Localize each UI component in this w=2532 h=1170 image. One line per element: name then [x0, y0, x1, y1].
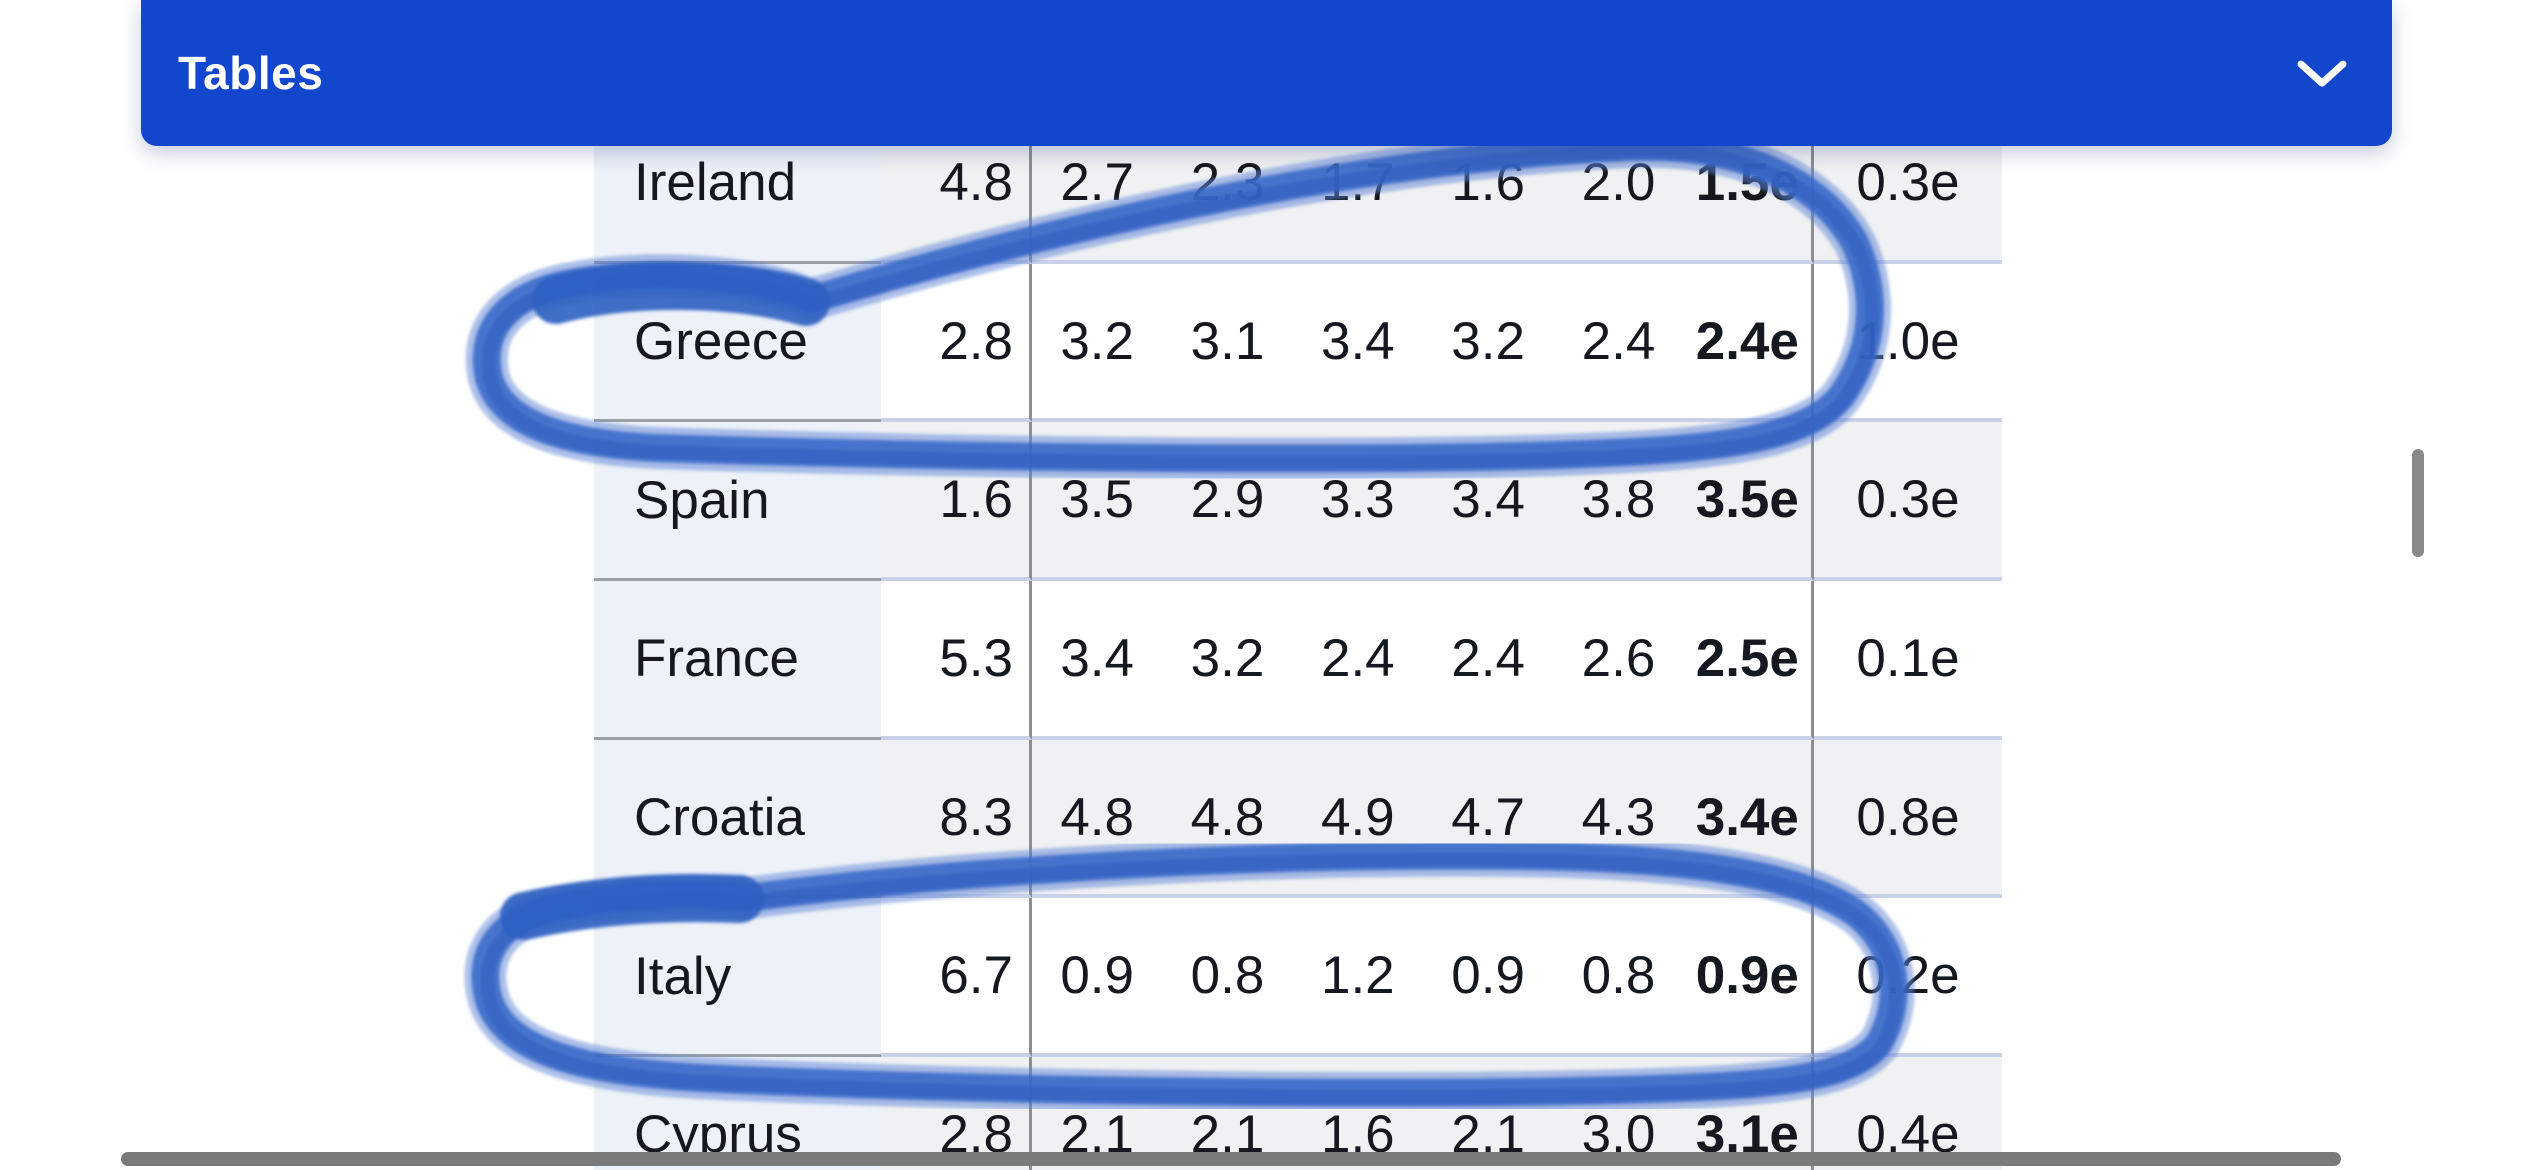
value-cell: 3.2 — [1032, 263, 1163, 423]
value-cell: 4.8 — [1162, 739, 1293, 899]
value-cell: 3.2 — [1422, 263, 1554, 423]
value-cell: 3.4 — [1032, 581, 1163, 740]
value-cell: 0.8 — [1553, 898, 1684, 1058]
value-cell: 3.2 — [1162, 581, 1293, 740]
vertical-scrollbar-thumb[interactable] — [2412, 449, 2424, 557]
country-cell: Spain — [594, 422, 881, 582]
value-cell: 3.8 — [1553, 422, 1684, 582]
value-cell: 3.3 — [1292, 422, 1423, 582]
table-row: France 5.3 3.4 3.2 2.4 2.4 2.6 2.5e 0.1e — [594, 581, 2002, 740]
estimate-value-cell: 0.3e — [1813, 422, 2002, 582]
value-cell: 3.4 — [1422, 422, 1554, 582]
value-cell: 4.8 — [1032, 739, 1163, 899]
value-cell: 4.3 — [1553, 739, 1684, 899]
value-cell: 4.9 — [1292, 739, 1423, 899]
value-cell: 2.4 — [1553, 263, 1684, 423]
table-row: Croatia 8.3 4.8 4.8 4.9 4.7 4.3 3.4e 0.8e — [594, 739, 2002, 899]
estimate-value-cell: 0.9e — [1683, 898, 1814, 1058]
value-cell: 5.3 — [881, 581, 1032, 740]
horizontal-scrollbar[interactable] — [121, 1152, 2341, 1166]
country-cell: Greece — [594, 263, 881, 423]
estimate-value-cell: 2.4e — [1683, 263, 1814, 423]
estimate-value-cell: 0.2e — [1813, 898, 2002, 1058]
value-cell: 0.9 — [1032, 898, 1163, 1058]
value-cell: 2.8 — [881, 263, 1032, 423]
value-cell: 3.5 — [1032, 422, 1163, 582]
table-row: Italy 6.7 0.9 0.8 1.2 0.9 0.8 0.9e 0.2e — [594, 898, 2002, 1058]
country-cell: Italy — [594, 898, 881, 1058]
value-cell: 1.2 — [1292, 898, 1423, 1058]
value-cell: 1.6 — [881, 422, 1032, 582]
value-cell: 2.9 — [1162, 422, 1293, 582]
estimate-value-cell: 1.0e — [1813, 263, 2002, 423]
estimate-value-cell: 0.8e — [1813, 739, 2002, 899]
countries-table: Ireland 4.8 2.7 2.3 1.7 1.6 2.0 1.5e 0.3e Greece 2… — [594, 105, 2002, 1170]
value-cell: 0.9 — [1422, 898, 1554, 1058]
table-row: Greece 2.8 3.2 3.1 3.4 3.2 2.4 2.4e 1.0e — [594, 263, 2002, 423]
value-cell: 2.4 — [1422, 581, 1554, 740]
value-cell: 3.4 — [1292, 263, 1423, 423]
value-cell: 0.8 — [1162, 898, 1293, 1058]
tables-panel-header[interactable]: Tables — [141, 0, 2392, 146]
value-cell: 2.6 — [1553, 581, 1684, 740]
country-cell: France — [594, 581, 881, 740]
value-cell: 4.7 — [1422, 739, 1554, 899]
country-cell: Croatia — [594, 739, 881, 899]
estimate-value-cell: 3.4e — [1683, 739, 1814, 899]
chevron-down-icon[interactable] — [2297, 60, 2347, 88]
value-cell: 3.1 — [1162, 263, 1293, 423]
table-row: Spain 1.6 3.5 2.9 3.3 3.4 3.8 3.5e 0.3e — [594, 422, 2002, 582]
estimate-value-cell: 3.5e — [1683, 422, 1814, 582]
panel-title: Tables — [178, 47, 324, 99]
value-cell: 6.7 — [881, 898, 1032, 1058]
estimate-value-cell: 0.1e — [1813, 581, 2002, 740]
estimate-value-cell: 2.5e — [1683, 581, 1814, 740]
value-cell: 2.4 — [1292, 581, 1423, 740]
value-cell: 8.3 — [881, 739, 1032, 899]
